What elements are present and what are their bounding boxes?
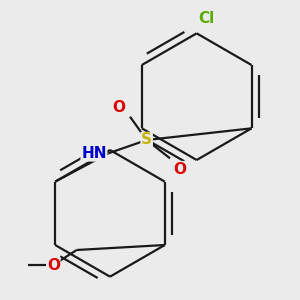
Text: O: O bbox=[112, 100, 125, 115]
Text: O: O bbox=[173, 162, 186, 177]
Text: HN: HN bbox=[81, 146, 107, 161]
Text: S: S bbox=[141, 133, 152, 148]
Text: Cl: Cl bbox=[198, 11, 214, 26]
Text: O: O bbox=[47, 257, 60, 272]
